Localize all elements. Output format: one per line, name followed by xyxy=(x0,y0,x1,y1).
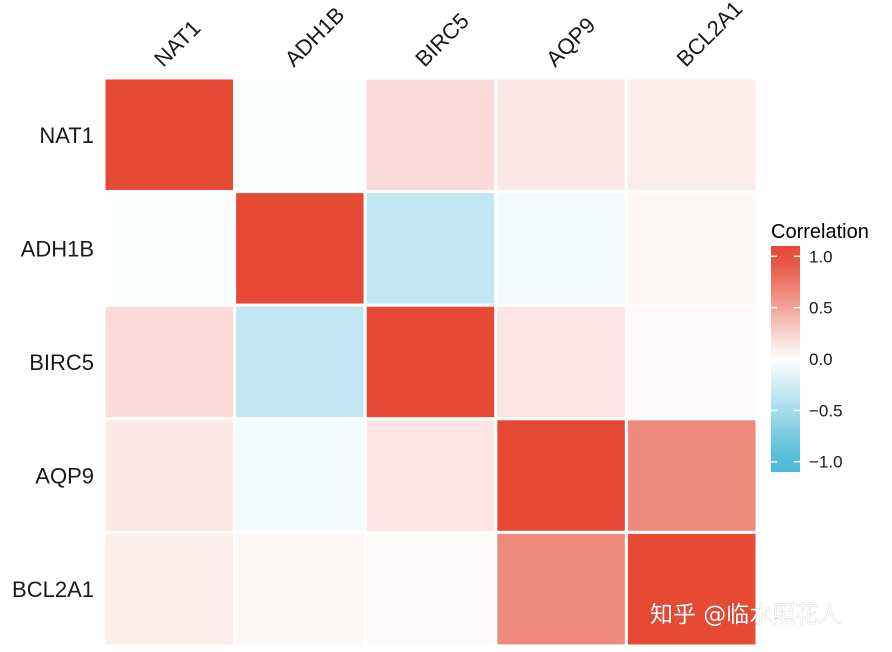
cell-aqp9-aqp9 xyxy=(494,417,628,534)
cell-nat1-birc5 xyxy=(363,76,498,194)
cell-bcl2a1-bcl2a1 xyxy=(624,530,759,648)
legend-ticks: 1.0 0.5 0.0 −0.5 −1.0 xyxy=(771,247,843,472)
cell-birc5-bcl2a1 xyxy=(624,303,759,421)
cell-adh1b-nat1 xyxy=(102,190,237,307)
cell-nat1-nat1 xyxy=(102,76,237,194)
cell-adh1b-birc5 xyxy=(363,190,498,307)
x-label-nat1: NAT1 xyxy=(149,15,205,71)
legend-tick-label: 0.0 xyxy=(809,350,833,369)
legend-tick-label: −0.5 xyxy=(809,401,843,420)
cell-adh1b-aqp9 xyxy=(494,190,628,307)
legend-tick-label: 0.5 xyxy=(809,299,833,318)
cell-birc5-birc5 xyxy=(363,303,498,421)
x-axis-labels: NAT1 ADH1B BIRC5 AQP9 BCL2A1 xyxy=(149,0,747,72)
cell-bcl2a1-adh1b xyxy=(233,530,367,648)
y-label-bcl2a1: BCL2A1 xyxy=(12,577,94,602)
x-label-aqp9: AQP9 xyxy=(541,12,600,71)
cell-birc5-nat1 xyxy=(102,303,237,421)
cell-aqp9-bcl2a1 xyxy=(624,417,759,534)
cell-adh1b-adh1b xyxy=(233,190,367,307)
cell-bcl2a1-aqp9 xyxy=(494,530,628,648)
cell-bcl2a1-nat1 xyxy=(102,530,237,648)
legend: Correlation 1.0 0.5 0.0 −0.5 −1.0 xyxy=(771,221,869,472)
cell-birc5-adh1b xyxy=(233,303,367,421)
y-label-nat1: NAT1 xyxy=(39,123,94,148)
cell-nat1-adh1b xyxy=(233,76,367,194)
cell-adh1b-bcl2a1 xyxy=(624,190,759,307)
x-label-birc5: BIRC5 xyxy=(410,8,473,71)
x-label-bcl2a1: BCL2A1 xyxy=(672,0,748,72)
y-axis-labels: NAT1 ADH1B BIRC5 AQP9 BCL2A1 xyxy=(12,123,94,602)
y-label-birc5: BIRC5 xyxy=(29,350,94,375)
legend-title: Correlation xyxy=(771,221,869,243)
cell-aqp9-adh1b xyxy=(233,417,367,534)
cell-aqp9-birc5 xyxy=(363,417,498,534)
cell-nat1-bcl2a1 xyxy=(624,76,759,194)
watermark: 知乎 @临水照花人 xyxy=(650,602,841,628)
cell-birc5-aqp9 xyxy=(494,303,628,421)
y-label-adh1b: ADH1B xyxy=(21,236,94,261)
cell-bcl2a1-birc5 xyxy=(363,530,498,648)
x-label-adh1b: ADH1B xyxy=(280,2,350,72)
legend-tick-label: 1.0 xyxy=(809,247,833,266)
legend-tick-label: −1.0 xyxy=(809,453,843,472)
y-label-aqp9: AQP9 xyxy=(35,464,94,489)
cell-aqp9-nat1 xyxy=(102,417,237,534)
cell-nat1-aqp9 xyxy=(494,76,628,194)
heatmap-cells xyxy=(102,76,759,648)
